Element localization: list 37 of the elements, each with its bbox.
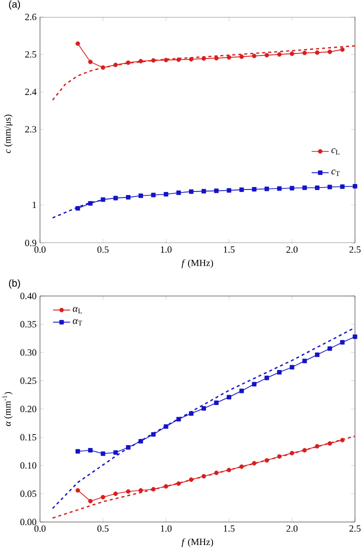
x-tick-label: 2.0 <box>286 525 298 532</box>
x-axis-title: f (MHz) <box>182 259 214 268</box>
x-tick-label: 0.0 <box>34 246 46 253</box>
y-tick-label: 0.35 <box>20 321 36 328</box>
x-tick-label: 0.0 <box>34 525 46 532</box>
y-tick-label: 0.25 <box>20 378 36 384</box>
legend-label: α$_{T}$ <box>72 319 82 326</box>
legend-label: c$_{T}$ <box>331 170 340 176</box>
x-axis-title: f (MHz) <box>182 538 214 548</box>
x-tick-label: 0.5 <box>97 246 109 253</box>
y-tick-label: 0.9 <box>25 240 36 246</box>
legend-label: α$_{L}$ <box>72 306 82 314</box>
y-tick-label: 0.05 <box>20 490 36 497</box>
y-axis-title: α (mm$^{-1}$) <box>2 392 13 426</box>
y-tick-label: 0.00 <box>20 518 36 526</box>
y-tick-label: 2.6 <box>25 14 36 20</box>
y-tick-label: 0.40 <box>20 292 36 300</box>
y-tick-label: 2.4 <box>25 88 36 96</box>
x-tick-label: 2.5 <box>349 246 361 253</box>
y-axis-title: c (mm/μs) <box>4 114 13 154</box>
x-tick-label: 2.0 <box>286 246 298 253</box>
x-tick-label: 1.5 <box>224 525 235 532</box>
y-tick-label: 0.30 <box>20 349 36 356</box>
legend-label: c$_{L}$ <box>331 148 340 154</box>
y-tick-label: 2.5 <box>25 51 36 58</box>
y-tick-label: 0.20 <box>20 406 36 412</box>
x-tick-label: 1.0 <box>160 525 172 532</box>
y-tick-label: 1 <box>32 202 36 208</box>
x-tick-label: 1.0 <box>160 246 172 253</box>
chart-title: (a) <box>9 0 20 10</box>
y-tick-label: 0.10 <box>20 462 36 469</box>
x-tick-label: 2.5 <box>349 525 361 532</box>
y-tick-label: 0.15 <box>20 434 36 440</box>
chart-title: (b) <box>9 279 20 289</box>
x-tick-label: 1.5 <box>224 246 235 253</box>
x-tick-label: 0.5 <box>97 525 109 532</box>
y-tick-label: 2.3 <box>25 126 36 133</box>
